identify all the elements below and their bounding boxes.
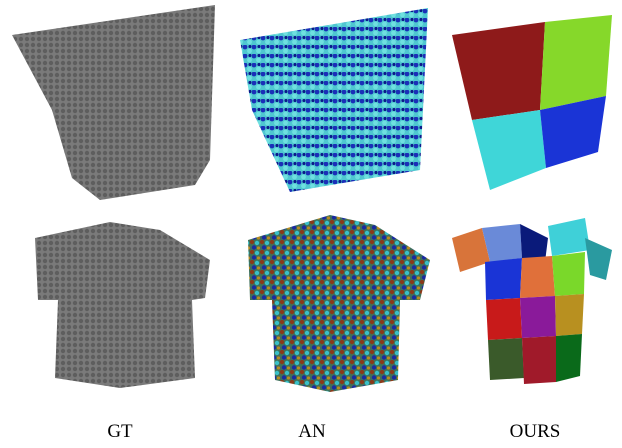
gt-shirt: [35, 222, 210, 388]
column-label: OURS: [510, 421, 561, 442]
column-label: GT: [107, 421, 133, 442]
an-cloth: [240, 8, 428, 192]
column-label: AN: [298, 421, 326, 442]
gt-cloth: [12, 5, 215, 200]
ours-shirt: [452, 218, 612, 384]
an-shirt: [248, 215, 430, 392]
ours-cloth: [452, 15, 612, 190]
